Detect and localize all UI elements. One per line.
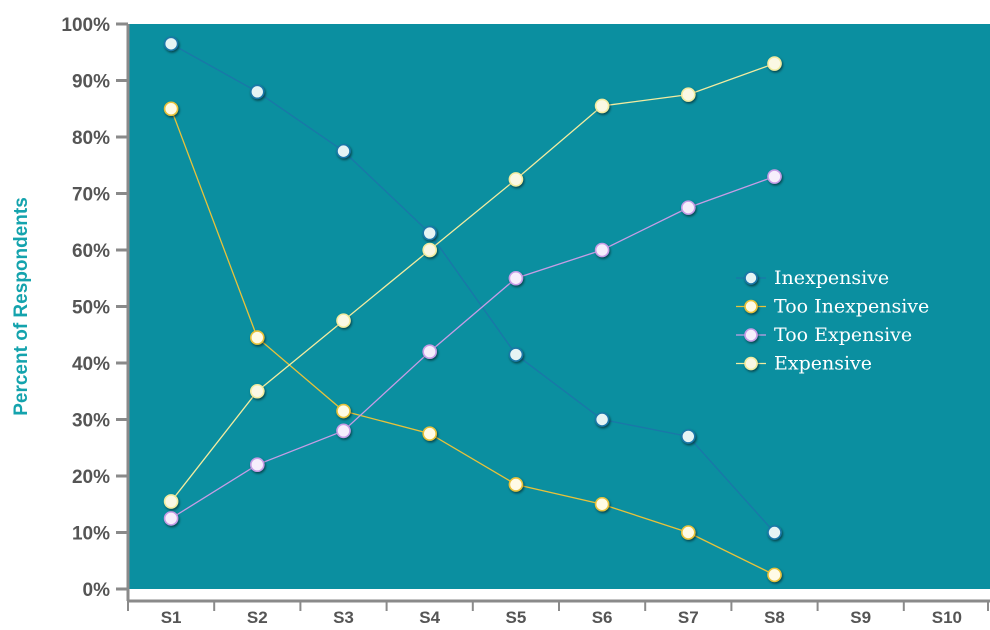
y-tick-label: 40% xyxy=(72,354,110,375)
series-line-expensive xyxy=(170,62,775,502)
data-point-inexpensive xyxy=(163,36,179,52)
legend-marker-swatch xyxy=(744,299,758,314)
x-tick-label: S6 xyxy=(592,608,613,627)
legend-item-too-inexpensive: Too Inexpensive xyxy=(736,296,929,318)
series-markers xyxy=(163,36,782,583)
data-point-inexpensive xyxy=(508,347,524,362)
legend-item-inexpensive: Inexpensive xyxy=(736,267,889,289)
data-point-too-expensive xyxy=(767,169,782,184)
y-tick-label: 80% xyxy=(72,128,110,149)
legend-marker-swatch xyxy=(744,356,758,371)
data-point-inexpensive xyxy=(422,225,438,241)
data-point-too-inexpensive xyxy=(594,496,610,512)
data-point-too-expensive xyxy=(508,270,524,286)
data-point-inexpensive xyxy=(249,84,265,100)
y-tick-label: 0% xyxy=(83,580,111,601)
x-tick-label: S7 xyxy=(678,608,699,627)
data-point-too-expensive xyxy=(163,511,179,526)
data-point-too-inexpensive xyxy=(508,477,524,492)
legend-marker-swatch xyxy=(744,328,758,342)
x-tick-label: S4 xyxy=(419,608,440,627)
data-point-too-inexpensive xyxy=(336,403,351,419)
x-tick-label: S2 xyxy=(247,608,268,627)
data-point-too-expensive xyxy=(249,457,265,473)
series-line-too-expensive xyxy=(170,175,775,519)
data-point-too-expensive xyxy=(594,242,610,258)
y-tick-label: 10% xyxy=(72,524,110,545)
series-line-inexpensive xyxy=(170,43,775,533)
x-tick-label: S10 xyxy=(932,608,962,627)
legend-label: Inexpensive xyxy=(774,267,889,289)
data-point-too-inexpensive xyxy=(163,101,179,117)
data-point-too-inexpensive xyxy=(767,567,782,583)
x-tick-label: S1 xyxy=(161,608,182,627)
data-point-expensive xyxy=(767,56,782,71)
data-point-inexpensive xyxy=(680,429,696,444)
legend-marker-swatch xyxy=(744,271,758,285)
y-tick-label: 50% xyxy=(72,298,110,319)
x-tick-label: S3 xyxy=(333,608,354,627)
axes: 0% 10% 20% 30% 40% 50% 60% 70% 80% 90% 100% S1 S2 S3 S… xyxy=(61,15,990,627)
legend-label: Too Inexpensive xyxy=(774,296,929,318)
y-tick-label: 70% xyxy=(72,185,110,206)
data-point-inexpensive xyxy=(594,412,610,427)
data-point-expensive xyxy=(249,383,265,399)
data-point-too-expensive xyxy=(422,344,438,360)
data-point-expensive xyxy=(508,172,524,187)
data-point-inexpensive xyxy=(767,525,782,540)
x-tick-label: S8 xyxy=(764,608,785,627)
y-tick-label: 90% xyxy=(72,72,110,93)
data-point-too-inexpensive xyxy=(680,525,696,540)
data-point-expensive xyxy=(336,313,351,328)
data-point-expensive xyxy=(163,494,179,509)
y-tick-label: 20% xyxy=(72,467,110,488)
x-tick-label: S5 xyxy=(506,608,527,627)
data-point-too-expensive xyxy=(336,423,351,439)
data-point-expensive xyxy=(422,242,438,258)
data-point-expensive xyxy=(594,98,610,114)
legend-item-expensive: Expensive xyxy=(736,353,872,375)
series-lines xyxy=(170,43,775,576)
legend: Inexpensive Too Inexpensive Too Expensive E… xyxy=(736,267,929,375)
legend-item-too-expensive: Too Expensive xyxy=(736,324,912,346)
x-tick-label: S9 xyxy=(850,608,871,627)
data-point-too-expensive xyxy=(680,200,696,215)
data-point-too-inexpensive xyxy=(422,426,438,441)
data-point-expensive xyxy=(680,87,696,102)
data-point-inexpensive xyxy=(336,143,351,159)
y-tick-label: 30% xyxy=(72,411,110,432)
y-tick-label: 100% xyxy=(61,15,110,36)
legend-label: Too Expensive xyxy=(774,324,912,346)
legend-label: Expensive xyxy=(774,353,872,375)
data-point-too-inexpensive xyxy=(249,330,265,345)
y-tick-label: 60% xyxy=(72,241,110,262)
series-line-too-inexpensive xyxy=(170,108,775,576)
y-axis-title: Percent of Respondents xyxy=(11,197,32,416)
